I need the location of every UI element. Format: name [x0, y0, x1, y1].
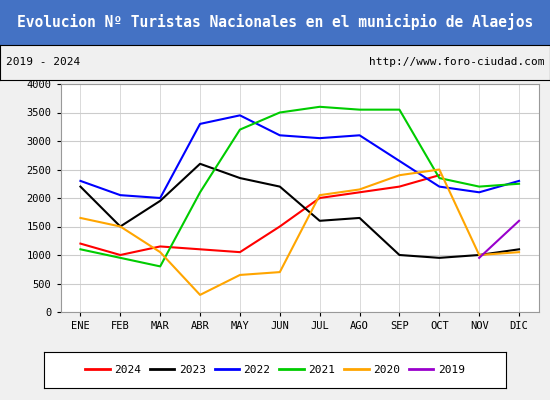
- Text: http://www.foro-ciudad.com: http://www.foro-ciudad.com: [369, 57, 544, 67]
- Text: 2019 - 2024: 2019 - 2024: [6, 57, 80, 67]
- Legend: 2024, 2023, 2022, 2021, 2020, 2019: 2024, 2023, 2022, 2021, 2020, 2019: [81, 360, 469, 380]
- Text: Evolucion Nº Turistas Nacionales en el municipio de Alaejos: Evolucion Nº Turistas Nacionales en el m…: [17, 13, 533, 30]
